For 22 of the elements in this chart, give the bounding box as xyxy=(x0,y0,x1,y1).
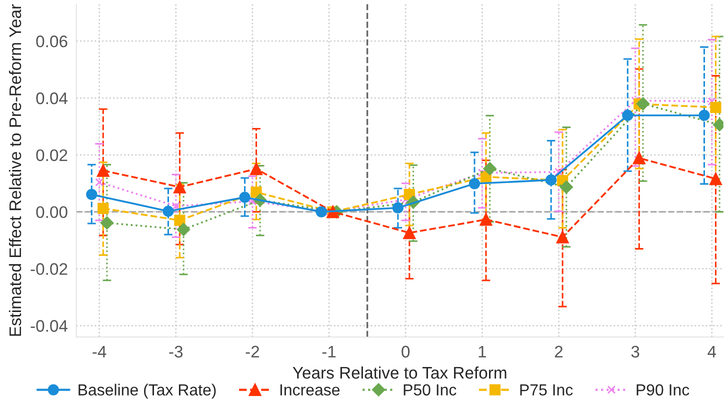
y-tick-label: -0.04 xyxy=(30,320,68,332)
legend-label: P50 Inc xyxy=(404,384,456,396)
x-tick-label: 3 xyxy=(631,346,640,358)
x-tick-label: -4 xyxy=(92,346,106,358)
y-tick-label: 0.00 xyxy=(36,206,68,218)
x-tick-label: -3 xyxy=(169,346,183,358)
x-tick-label: 0 xyxy=(402,346,410,358)
y-axis-title: Estimated Effect Relative to Pre-Reform Year xyxy=(8,4,22,336)
y-tick-label: 0.06 xyxy=(36,36,68,48)
legend-label: P75 Inc xyxy=(520,384,573,396)
legend-label: Increase xyxy=(280,384,340,396)
x-tick-label: -1 xyxy=(322,346,336,358)
x-tick-label: -2 xyxy=(246,346,260,358)
y-tick-label: -0.02 xyxy=(30,263,68,275)
x-tick-label: 1 xyxy=(478,346,486,358)
x-axis-title: Years Relative to Tax Reform xyxy=(292,366,506,379)
x-tick-label: 2 xyxy=(554,346,563,358)
x-tick-label: 4 xyxy=(708,346,716,358)
legend-label: Baseline (Tax Rate) xyxy=(78,384,216,399)
legend-label: P90 Inc xyxy=(636,384,690,396)
y-tick-label: 0.02 xyxy=(36,149,68,162)
y-tick-label: 0.04 xyxy=(36,92,68,104)
